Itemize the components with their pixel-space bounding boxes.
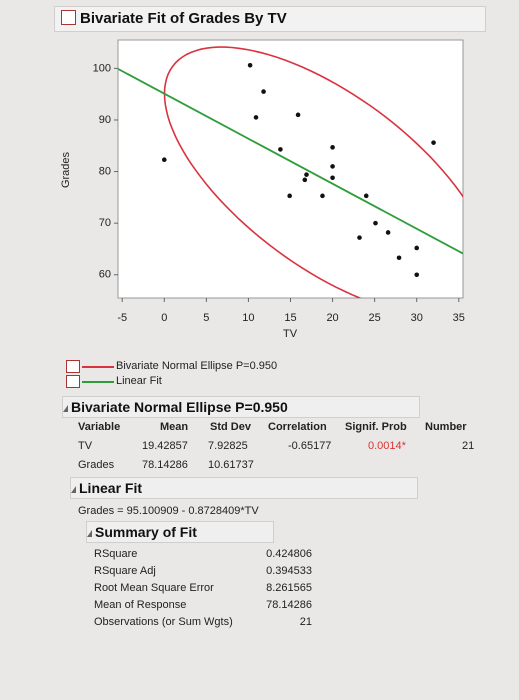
point [304,172,309,177]
point [330,164,335,169]
chart: Grades TV -5 0 5 10 15 20 25 30 35 60 70 80 90 100 [60,39,465,340]
summary-value: 78.14286 [266,599,312,611]
column-header: Mean [160,421,189,433]
y-tick-label: 90 [99,114,111,126]
column-header: Std Dev [210,421,251,433]
disclosure-icon[interactable] [61,10,76,25]
summary-label: RSquare [94,548,138,560]
plot-frame [117,39,464,299]
summary-label: Root Mean Square Error [94,582,214,594]
point [278,147,283,152]
x-tick-label: -5 [117,312,127,324]
legend-toggle[interactable] [66,360,80,373]
table-cell: 78.14286 [142,459,188,471]
x-axis-label: TV [283,328,298,340]
section-header: Summary of Fit [86,521,274,543]
y-tick-label: 70 [99,217,111,229]
plot-content [118,46,463,298]
column-header: Variable [78,421,121,433]
x-tick-label: 15 [284,312,296,324]
report-header: Bivariate Fit of Grades By TV [54,6,486,32]
table-cell: Grades [78,459,115,471]
x-tick-label: 25 [369,312,381,324]
y-tick-label: 80 [99,165,111,177]
point [414,245,420,251]
point [320,193,325,199]
table-cell: 19.42857 [142,440,188,452]
point [385,230,391,235]
point [330,175,335,181]
point [357,235,362,240]
y-axis-label: Grades [60,151,72,188]
section-title: Linear Fit [79,480,143,496]
point [431,140,436,145]
point [373,220,378,226]
point [414,272,420,278]
summary-value: 0.424806 [266,548,312,560]
point [261,89,266,94]
x-tick-label: 0 [161,312,167,324]
legend-entry: Linear Fit [116,375,162,387]
summary-value: 0.394533 [266,565,312,577]
x-tick-label: 30 [411,312,423,324]
x-tick-label: 10 [242,312,254,324]
section-title: Bivariate Normal Ellipse P=0.950 [71,399,288,415]
point [295,112,301,118]
table-cell: 10.61737 [208,459,254,471]
report-title: Bivariate Fit of Grades By TV [80,10,287,27]
fit-line [118,68,463,255]
legend-toggle[interactable] [66,375,80,388]
table-cell: 7.92825 [208,440,248,452]
legend-entry: Bivariate Normal Ellipse P=0.950 [116,360,278,372]
column-header: Correlation [268,421,327,433]
fit-equation: Grades = 95.100909 - 0.8728409*TV [78,505,259,517]
legend-swatch [82,381,114,383]
point [247,62,253,68]
point [302,177,308,183]
point [363,193,369,199]
legend-swatch [82,366,114,368]
point [396,255,402,261]
column-header: Signif. Prob [345,421,407,433]
summary-label: RSquare Adj [94,565,156,577]
table-cell: 21 [462,440,475,452]
point [253,115,259,120]
summary-value: 21 [299,616,312,628]
y-tick-label: 60 [99,269,111,281]
x-tick-label: 5 [203,312,209,324]
summary-label: Observations (or Sum Wgts) [94,616,233,628]
point [287,193,292,199]
summary-value: 8.261565 [266,582,312,594]
summary-label: Mean of Response [94,599,187,611]
x-tick-label: 20 [326,312,338,324]
table-cell: -0.65177 [288,440,332,452]
x-tick-label: 35 [453,312,465,324]
column-header: Number [425,421,467,433]
table-cell: 0.0014* [368,440,406,452]
section-header: Bivariate Normal Ellipse P=0.950 [62,396,420,418]
section-header: Linear Fit [70,477,418,499]
point [161,157,167,163]
table-cell: TV [78,440,93,452]
y-tick-label: 100 [93,62,111,74]
section-title: Summary of Fit [95,524,197,540]
point [330,145,335,150]
